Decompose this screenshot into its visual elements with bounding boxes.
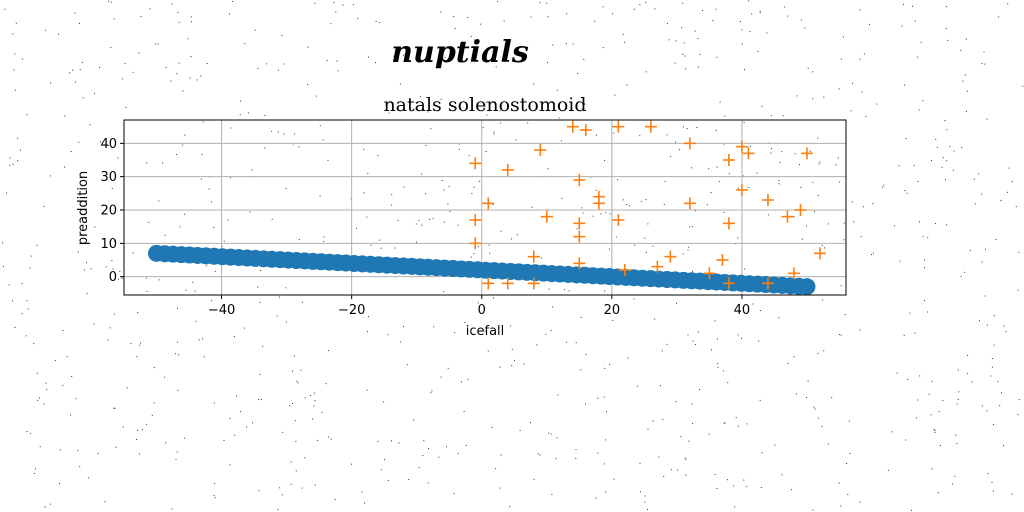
data-point-plus: [566, 120, 579, 133]
data-point-plus: [813, 247, 826, 260]
data-point-plus: [573, 174, 586, 186]
plot-frame: [123, 119, 847, 296]
data-point-plus: [573, 230, 586, 243]
series-pluses: [469, 120, 826, 290]
data-point-plus: [651, 260, 664, 273]
data-point-plus: [592, 197, 605, 210]
data-point-plus: [527, 250, 540, 263]
data-point-plus: [579, 124, 592, 136]
data-point-plus: [618, 264, 631, 276]
data-point-plus: [735, 184, 748, 196]
y-axis-label: preaddition: [76, 171, 91, 245]
data-point-plus: [722, 277, 735, 290]
y-tick-label: 40: [100, 137, 117, 152]
data-point-plus: [761, 194, 774, 206]
data-point-plus: [501, 277, 514, 290]
data-point-plus: [469, 157, 482, 170]
x-tick-label: −40: [208, 303, 235, 318]
data-point-plus: [794, 204, 807, 216]
data-point-plus: [644, 120, 657, 133]
figure-suptitle: nuptials: [391, 35, 529, 70]
y-tick-label: 0: [109, 270, 117, 285]
data-point-plus: [573, 217, 586, 230]
x-axis-label: icefall: [466, 324, 505, 339]
data-point-plus: [722, 217, 735, 230]
data-point-plus: [527, 277, 540, 290]
data-point-plus: [612, 214, 625, 226]
x-axis-ticks: −40 −20 0 20 40: [208, 295, 750, 318]
x-tick-label: 40: [734, 303, 751, 318]
y-tick-label: 20: [100, 204, 117, 219]
data-point-plus: [781, 210, 794, 223]
data-point-plus: [703, 267, 716, 280]
data-point-plus: [683, 197, 696, 210]
series-circles: [148, 244, 816, 296]
data-point-plus: [469, 214, 482, 226]
y-tick-label: 30: [100, 170, 117, 185]
data-point-plus: [534, 144, 547, 156]
y-tick-label: 10: [100, 237, 117, 252]
data-point-plus: [761, 277, 774, 290]
data-point-plus: [469, 237, 482, 250]
x-tick-label: 0: [478, 303, 486, 318]
data-point-circle: [798, 278, 816, 296]
data-point-plus: [787, 267, 800, 280]
data-point-plus: [722, 154, 735, 166]
data-point-plus: [573, 257, 586, 270]
data-point-plus: [482, 197, 495, 210]
data-point-plus: [664, 250, 677, 263]
chart-title: natals solenostomoid: [383, 94, 586, 116]
x-tick-label: 20: [604, 303, 621, 318]
data-point-plus: [800, 147, 813, 160]
data-point-plus: [612, 120, 625, 133]
y-axis-ticks: 0 10 20 30 40: [100, 137, 124, 285]
data-point-plus: [501, 164, 514, 176]
data-point-plus: [742, 147, 755, 160]
x-tick-label: −20: [338, 303, 365, 318]
data-point-plus: [716, 254, 729, 266]
data-point-plus: [540, 210, 553, 223]
data-point-plus: [482, 277, 495, 290]
data-point-plus: [683, 137, 696, 150]
data-point-plus: [735, 140, 748, 153]
